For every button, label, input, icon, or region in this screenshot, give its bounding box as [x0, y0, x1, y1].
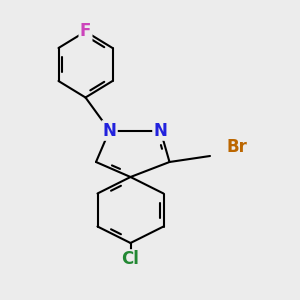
Text: F: F	[80, 22, 91, 40]
Text: N: N	[154, 122, 167, 140]
Text: Cl: Cl	[122, 250, 140, 268]
Text: Br: Br	[226, 138, 248, 156]
Text: N: N	[103, 122, 116, 140]
